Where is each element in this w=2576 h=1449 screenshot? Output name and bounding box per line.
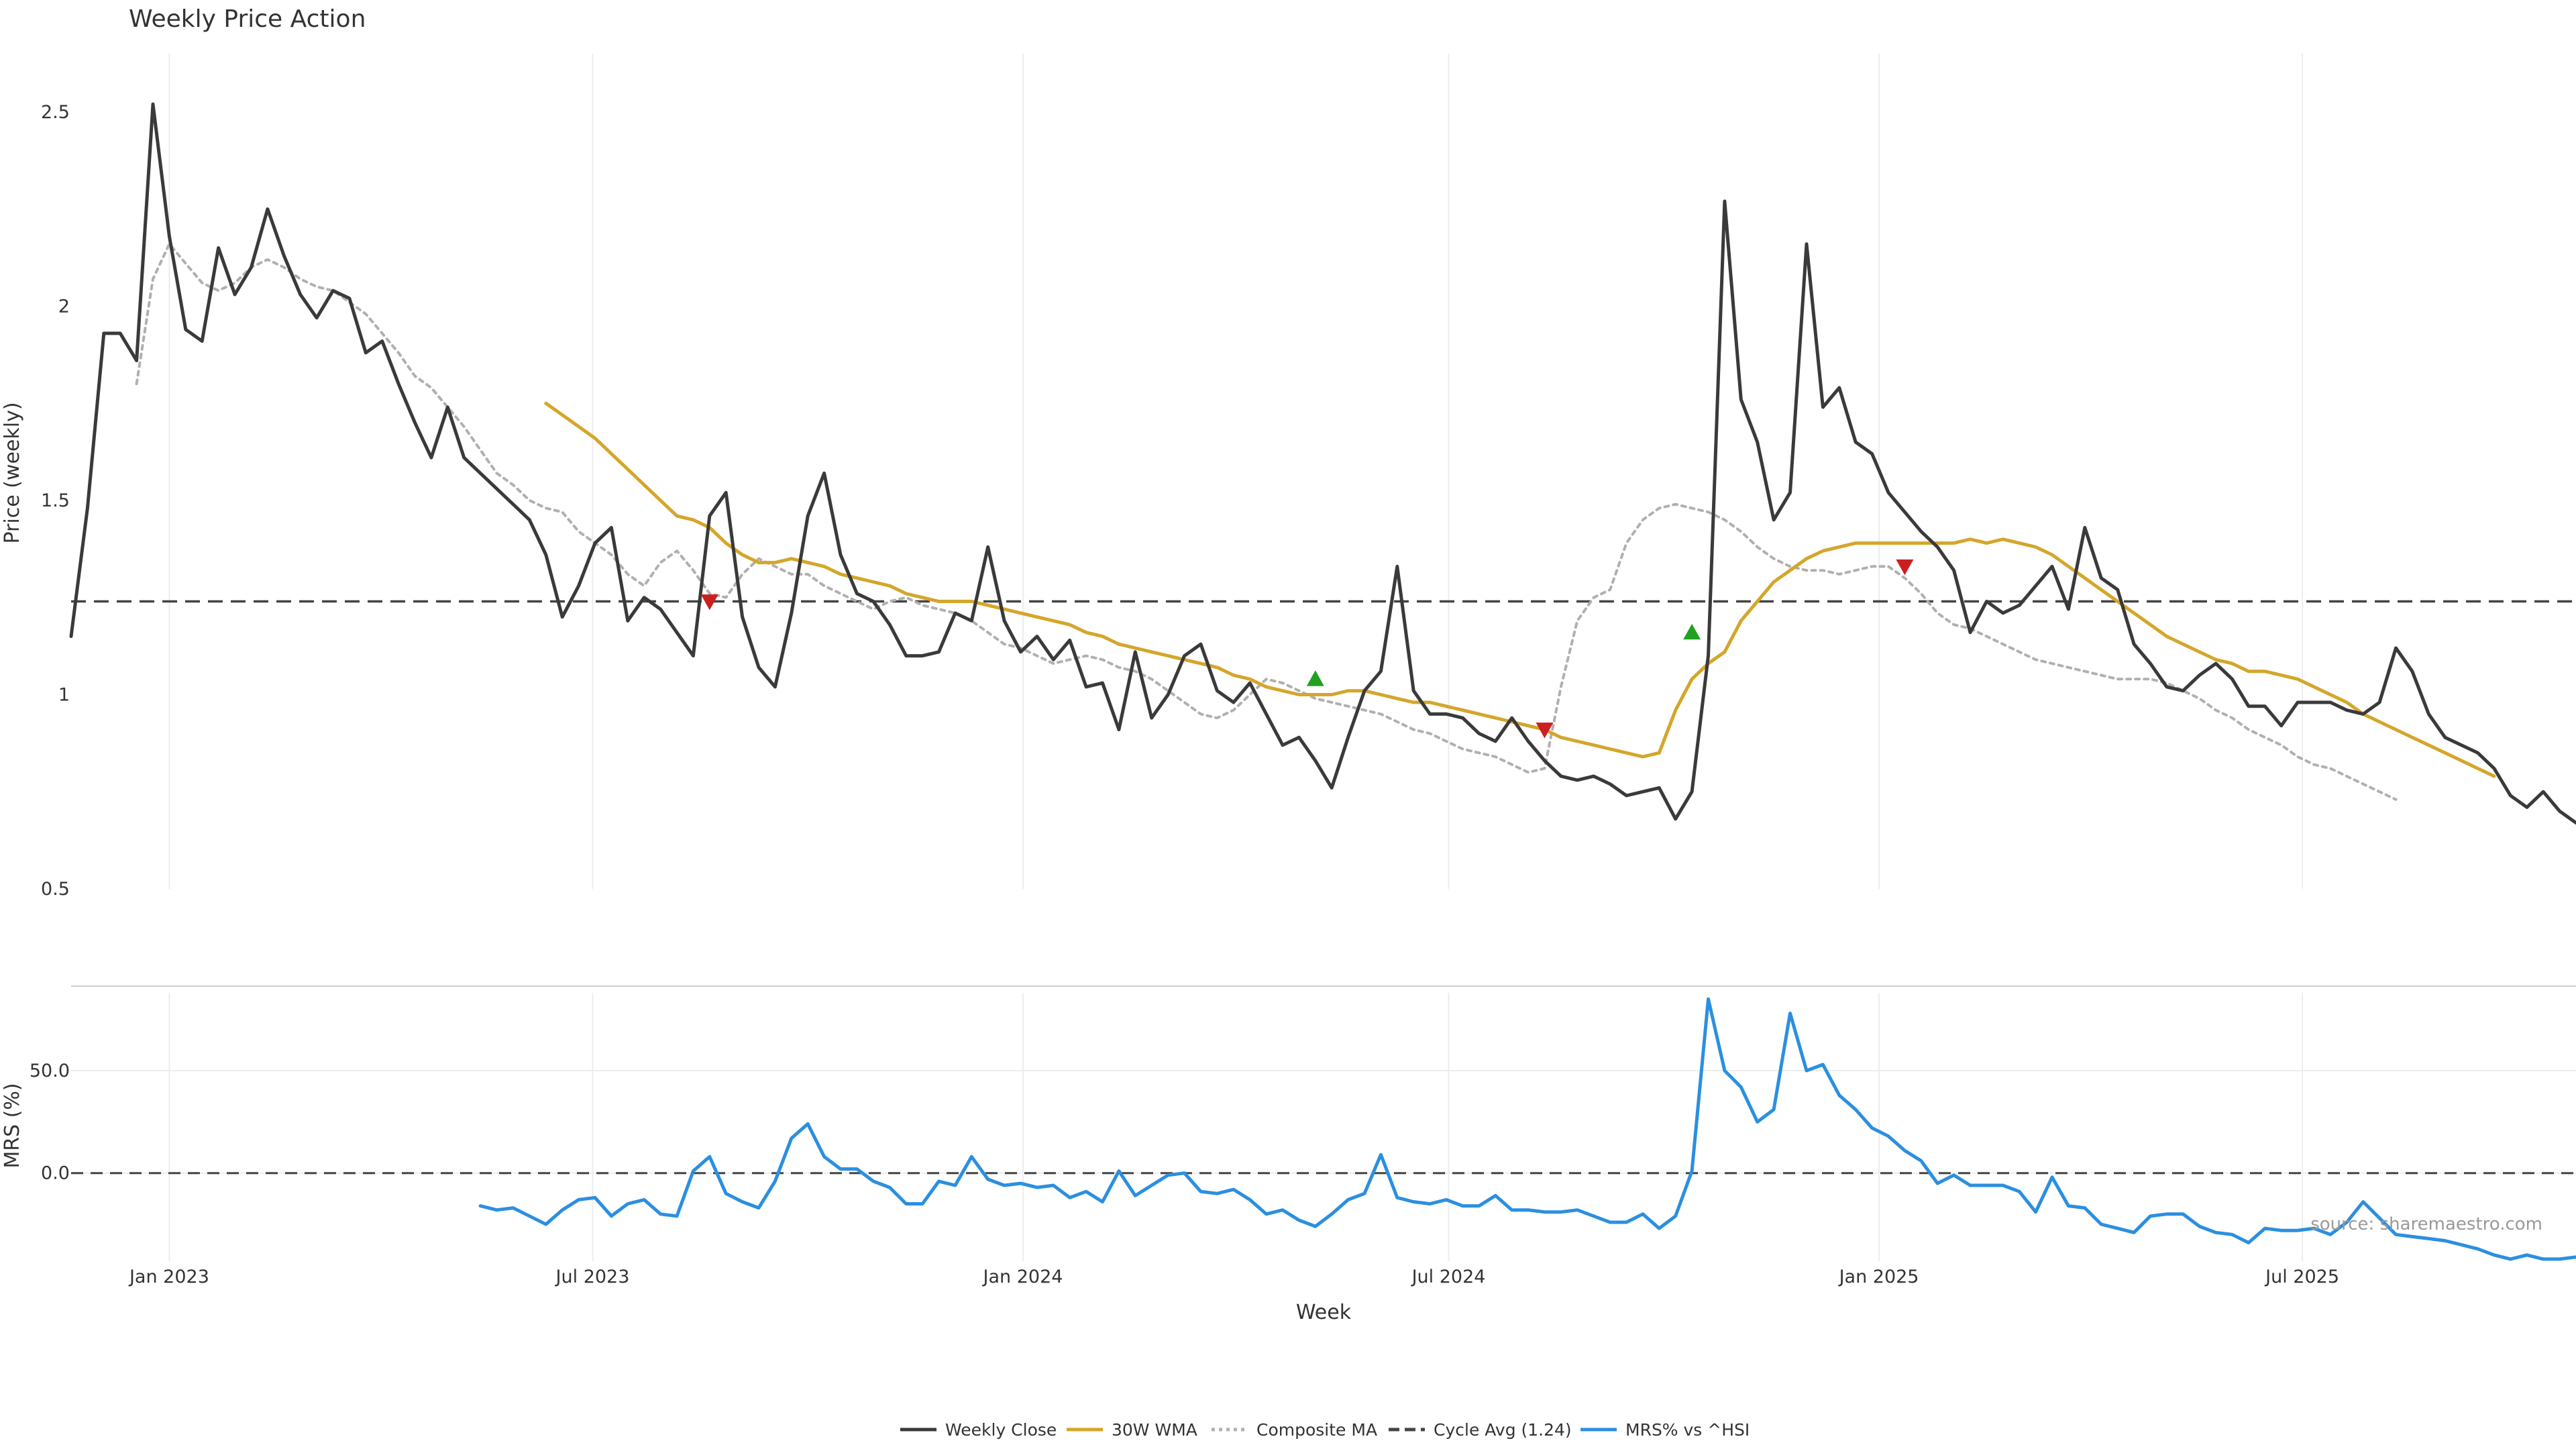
weekly-close-line [69, 102, 2576, 825]
price-y-tick-label: 2.5 [41, 102, 70, 123]
price-y-tick-label: 0.5 [41, 879, 70, 900]
mrs-series [71, 997, 2576, 1261]
composite-ma-line [135, 242, 2398, 801]
signal-markers [700, 559, 1914, 739]
price-gridlines [168, 54, 2304, 889]
legend-label-mrs: MRS% vs ^HSI [1625, 1420, 1750, 1440]
buy-signal-marker [1306, 670, 1324, 686]
price-y-ticks: 0.5 1 1.5 2 2.5 [41, 102, 70, 900]
legend: Weekly Close 30W WMA Composite MA Cycle Avg… [900, 1420, 1750, 1440]
price-y-tick-label: 2 [58, 296, 70, 317]
price-panel: 0.5 1 1.5 2 2.5 Price (weekly) [1, 54, 2576, 900]
mrs-line [478, 997, 2576, 1261]
mrs-y-axis-label: MRS (%) [1, 1083, 24, 1168]
x-tick-label: Jul 2024 [1411, 1267, 1486, 1287]
legend-label-wma-30w: 30W WMA [1112, 1420, 1197, 1440]
x-tick-label: Jul 2025 [2264, 1267, 2339, 1287]
x-tick-label: Jan 2025 [1838, 1267, 1919, 1287]
legend-label-composite-ma: Composite MA [1256, 1420, 1377, 1440]
mrs-y-ticks: 0.0 50.0 [30, 1061, 70, 1184]
sell-signal-marker [700, 594, 718, 610]
sell-signal-marker [1896, 559, 1914, 576]
legend-label-cycle-avg: Cycle Avg (1.24) [1434, 1420, 1572, 1440]
chart-title: Weekly Price Action [129, 5, 366, 33]
price-y-tick-label: 1.5 [41, 490, 70, 511]
x-tick-label: Jan 2024 [982, 1267, 1063, 1287]
mrs-y-tick-label: 50.0 [30, 1061, 70, 1081]
price-y-axis-label: Price (weekly) [1, 402, 24, 543]
legend-label-weekly-close: Weekly Close [945, 1420, 1057, 1440]
source-note: source: sharemaestro.com [2310, 1214, 2542, 1234]
wma-30w-line [544, 401, 2496, 778]
x-tick-label: Jul 2023 [555, 1267, 630, 1287]
price-series [69, 102, 2576, 825]
sell-signal-marker [1536, 722, 1554, 739]
x-axis-ticks: Jan 2023 Jul 2023 Jan 2024 Jul 2024 Jan 2025… [128, 1267, 2339, 1287]
x-axis-label: Week [1296, 1301, 1352, 1324]
mrs-panel: 0.0 50.0 MRS (%) source: sharemaestro.com [1, 985, 2576, 1261]
x-tick-label: Jan 2023 [128, 1267, 209, 1287]
price-y-tick-label: 1 [58, 684, 70, 705]
buy-signal-marker [1683, 623, 1701, 640]
mrs-y-tick-label: 0.0 [41, 1163, 70, 1184]
